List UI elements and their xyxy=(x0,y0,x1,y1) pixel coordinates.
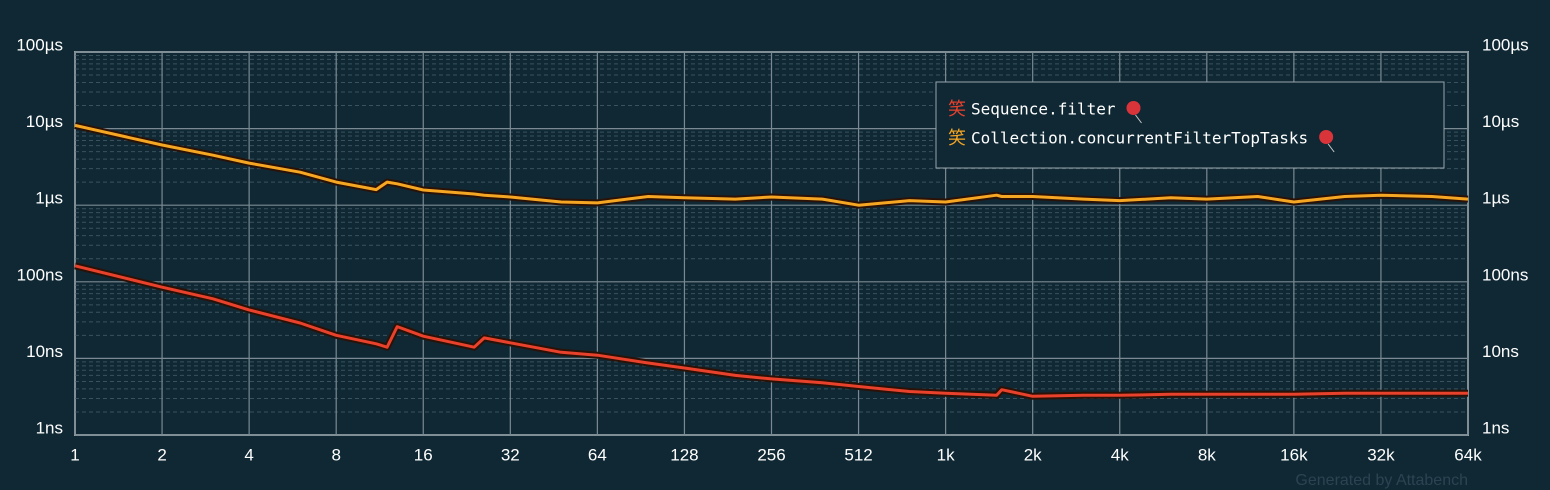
y-tick-label-right: 100µs xyxy=(1482,35,1529,54)
legend-icon-string xyxy=(1327,143,1335,153)
x-tick-label: 8k xyxy=(1198,445,1216,464)
x-tick-label: 4k xyxy=(1111,445,1129,464)
x-tick-label: 64 xyxy=(588,445,607,464)
x-tick-label: 128 xyxy=(670,445,698,464)
y-tick-label: 10µs xyxy=(26,112,63,131)
x-tick-label: 32 xyxy=(501,445,520,464)
series-line xyxy=(74,264,1468,398)
y-tick-label-right: 100ns xyxy=(1482,265,1528,284)
x-tick-label: 256 xyxy=(757,445,785,464)
footer: Generated by Attabench xyxy=(1295,472,1468,489)
y-tick-label: 100ns xyxy=(17,265,63,284)
x-tick-label: 4 xyxy=(244,445,253,464)
x-tick-label: 512 xyxy=(844,445,872,464)
x-tick-label: 1 xyxy=(70,445,79,464)
x-tick-label: 8 xyxy=(331,445,340,464)
legend-label: Sequence.filter xyxy=(971,100,1116,119)
x-tick-label: 2k xyxy=(1024,445,1042,464)
legend-icon xyxy=(1126,101,1141,115)
legend-label: Collection.concurrentFilterTopTasks xyxy=(971,129,1308,148)
y-tick-label: 100µs xyxy=(16,35,63,54)
y-tick-label: 10ns xyxy=(26,342,63,361)
legend-marker: 笑 xyxy=(948,99,966,119)
x-tick-label: 32k xyxy=(1367,445,1395,464)
legend-marker: 笑 xyxy=(948,128,966,148)
x-tick-label: 16k xyxy=(1280,445,1308,464)
legend-icon xyxy=(1319,130,1334,144)
x-tick-label: 16 xyxy=(414,445,433,464)
x-tick-label: 64k xyxy=(1454,445,1482,464)
x-tick-label: 2 xyxy=(157,445,166,464)
y-tick-label-right: 1µs xyxy=(1482,189,1510,208)
x-tick-label: 1k xyxy=(937,445,955,464)
y-tick-label: 1ns xyxy=(36,418,63,437)
legend-icon-string xyxy=(1135,114,1142,124)
legend-box xyxy=(935,81,1445,169)
y-tick-label: 1µs xyxy=(35,189,63,208)
y-tick-label-right: 10µs xyxy=(1482,112,1519,131)
series-line xyxy=(74,123,1469,207)
y-tick-label-right: 10ns xyxy=(1482,342,1519,361)
y-tick-label-right: 1ns xyxy=(1482,418,1509,437)
